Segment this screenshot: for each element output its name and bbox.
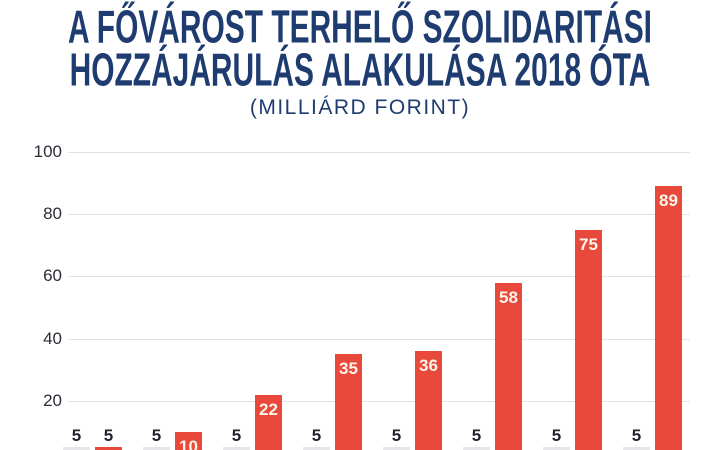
y-axis-tick-label: 40 [43,328,62,348]
gridline [68,214,690,216]
bar-gray-group1 [63,447,90,450]
bar-value-label: 5 [631,426,642,446]
bar-gray-group2 [143,447,170,450]
bar-value-label: 5 [471,426,482,446]
bar-gray-group3 [223,447,250,450]
chart-subtitle: (MILLIÁRD FORINT) [249,96,471,119]
bar-red-group7 [575,229,602,450]
gridline [68,338,690,340]
bar-value-label: 89 [659,191,678,211]
bar-gray-group7 [543,447,570,450]
bar-value-label: 5 [103,426,114,446]
bar-value-label: 5 [231,426,242,446]
bar-value-label: 58 [499,287,518,307]
bar-red-group5 [415,351,442,450]
bar-value-label: 5 [391,426,402,446]
bar-chart: 20 40 60 80 100 5 5 5 10 5 22 5 35 5 36 5 58 5 75 5 89 [0,140,720,450]
bar-value-label: 5 [71,426,82,446]
bar-gray-group4 [303,447,330,450]
gridline [68,152,690,153]
bar-gray-group6 [463,447,490,450]
bar-red-group8 [655,186,682,450]
gridline [68,400,690,402]
bar-value-label: 35 [339,359,358,379]
bar-value-label: 5 [311,426,322,446]
bar-gray-group8 [623,447,650,450]
y-axis-tick-label: 80 [43,204,62,224]
bar-red-group6 [495,282,522,450]
gridline [68,276,690,278]
bar-red-group3 [255,394,282,450]
bar-red-group4 [335,354,362,450]
chart-title: A FŐVÁROST TERHELŐ SZOLIDARITÁSI HOZZÁJÁ… [43,1,677,97]
y-axis-tick-label: 60 [43,266,62,286]
bar-value-label: 10 [179,436,198,450]
chart-title-line1: A FŐVÁROST TERHELŐ SZOLIDARITÁSI [67,1,652,54]
bar-red-group2 [175,431,202,450]
bar-value-label: 5 [151,426,162,446]
bar-red-group1 [95,447,122,450]
bar-value-label: 5 [551,426,562,446]
y-axis-tick-label: 100 [33,142,62,161]
y-axis-tick-label: 20 [43,390,62,410]
chart-title-line2: HOZZÁJÁRULÁS ALAKULÁSA 2018 ÓTA [69,45,651,97]
bar-value-label: 36 [419,356,438,376]
bar-gray-group5 [383,447,410,450]
bar-value-label: 75 [579,234,598,254]
bar-value-label: 22 [259,399,278,419]
chart-header: A FŐVÁROST TERHELŐ SZOLIDARITÁSI HOZZÁJÁ… [0,5,720,94]
